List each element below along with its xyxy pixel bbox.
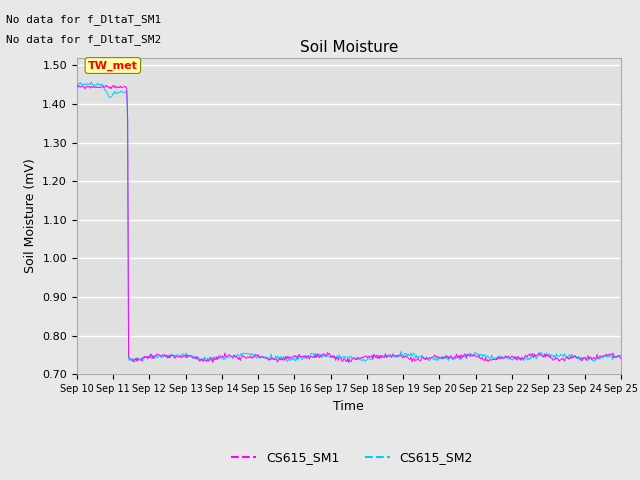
Text: No data for f_DltaT_SM1: No data for f_DltaT_SM1 (6, 14, 162, 25)
Y-axis label: Soil Moisture (mV): Soil Moisture (mV) (24, 158, 36, 274)
Legend: CS615_SM1, CS615_SM2: CS615_SM1, CS615_SM2 (226, 446, 478, 469)
Title: Soil Moisture: Soil Moisture (300, 40, 398, 55)
X-axis label: Time: Time (333, 400, 364, 413)
Text: TW_met: TW_met (88, 60, 138, 71)
Text: No data for f_DltaT_SM2: No data for f_DltaT_SM2 (6, 34, 162, 45)
